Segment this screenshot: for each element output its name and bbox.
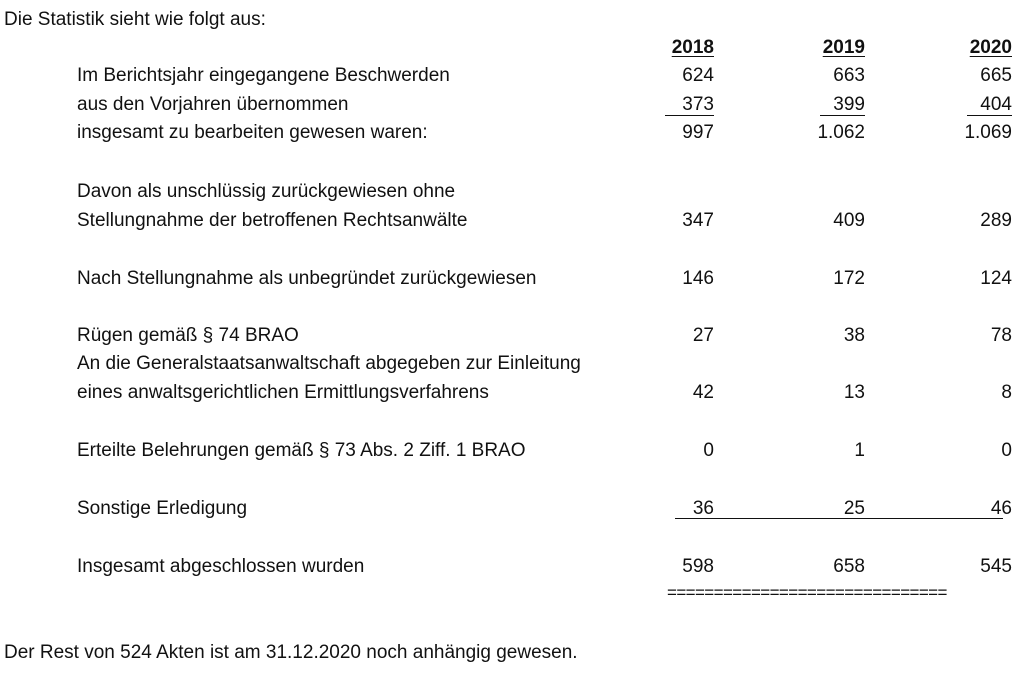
row-label: eines anwaltsgerichtlichen Ermittlungsve… — [77, 382, 489, 403]
row-label: An die Generalstaatsanwaltschaft abgegeb… — [77, 353, 581, 374]
row-label: Im Berichtsjahr eingegangene Beschwerden — [77, 65, 450, 86]
underlined-value: 399 — [820, 95, 865, 116]
row-label: insgesamt zu bearbeiten gewesen waren: — [77, 122, 428, 143]
year-header-2020: 2020 — [969, 37, 1012, 58]
row-value-2018: 598 — [682, 556, 714, 577]
row-value-2018: 42 — [692, 382, 714, 403]
row-value-2019: 25 — [843, 498, 865, 519]
row-value-2018: 347 — [682, 210, 714, 231]
row-value-2020: 0 — [1001, 440, 1012, 461]
row-value-2020: 404 — [892, 94, 1012, 116]
row-value-2020: 289 — [980, 210, 1012, 231]
subtotal-rule — [675, 518, 1003, 519]
row-value-2020: 78 — [990, 325, 1012, 346]
row-label: Sonstige Erledigung — [77, 498, 248, 519]
row-label: Rügen gemäß § 74 BRAO — [77, 325, 299, 346]
row-value-2019: 1.062 — [817, 122, 865, 143]
row-value-2019: 409 — [833, 210, 865, 231]
row-value-2019: 658 — [833, 556, 865, 577]
row-value-2020: 665 — [980, 65, 1012, 86]
row-value-2018: 36 — [692, 498, 714, 519]
row-value-2018: 624 — [682, 65, 714, 86]
row-value-2020: 8 — [1001, 382, 1012, 403]
row-value-2019: 13 — [843, 382, 865, 403]
row-value-2019: 663 — [833, 65, 865, 86]
row-value-2020: 545 — [980, 556, 1012, 577]
row-value-2018: 0 — [703, 440, 714, 461]
underlined-value: 373 — [665, 95, 714, 116]
row-value-2019: 172 — [833, 268, 865, 289]
row-label: Insgesamt abgeschlossen wurden — [77, 556, 365, 577]
row-value-2018: 27 — [692, 325, 714, 346]
row-value-2018: 997 — [682, 122, 714, 143]
row-value-2019: 38 — [843, 325, 865, 346]
row-value-2020: 1.069 — [964, 122, 1012, 143]
row-value-2018: 146 — [682, 268, 714, 289]
row-label: Nach Stellungnahme als unbegründet zurüc… — [77, 268, 537, 289]
row-label: Erteilte Belehrungen gemäß § 73 Abs. 2 Z… — [77, 440, 526, 461]
row-label: Davon als unschlüssig zurückgewiesen ohn… — [77, 181, 456, 202]
year-header-2019: 2019 — [822, 37, 865, 58]
intro-text: Die Statistik sieht wie folgt aus: — [4, 9, 266, 30]
row-value-2019: 1 — [854, 440, 865, 461]
row-label: aus den Vorjahren übernommen — [77, 94, 349, 115]
year-header-2018: 2018 — [671, 37, 714, 58]
double-underline: ============================== — [667, 583, 947, 602]
row-value-2018: 373 — [594, 94, 714, 116]
underlined-value: 404 — [967, 95, 1012, 116]
row-label: Stellungnahme der betroffenen Rechtsanwä… — [77, 210, 468, 231]
row-value-2019: 399 — [745, 94, 865, 116]
footer-text: Der Rest von 524 Akten ist am 31.12.2020… — [4, 642, 578, 663]
row-value-2020: 46 — [990, 498, 1012, 519]
row-value-2020: 124 — [980, 268, 1012, 289]
